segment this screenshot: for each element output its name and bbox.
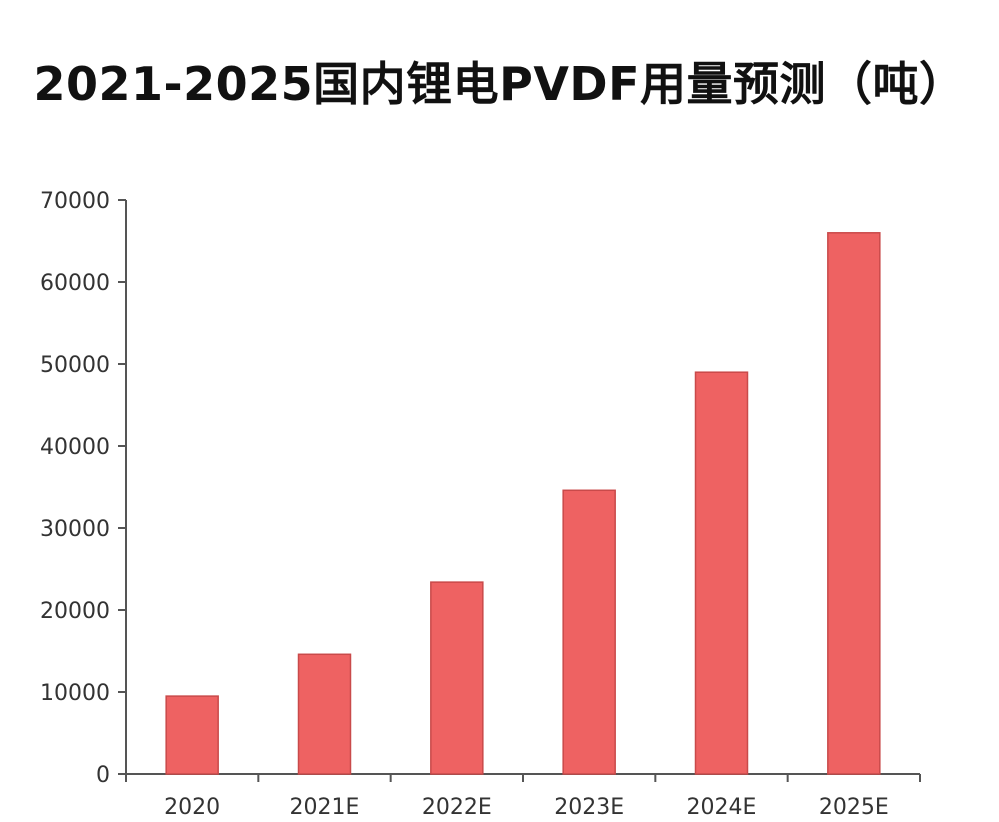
- y-axis: 0 10000 20000 30000 40000 50000 60000 70000: [40, 189, 127, 788]
- bar-2023E: [562, 489, 616, 775]
- x-axis: [125, 773, 921, 782]
- x-tick-label: 2021E: [290, 795, 360, 820]
- y-tick-label: 30000: [40, 517, 110, 542]
- y-tick-label: 50000: [40, 353, 110, 378]
- x-tick-label: 2024E: [687, 795, 757, 820]
- y-tick-label: 70000: [40, 189, 110, 214]
- bar-2022E: [430, 581, 484, 775]
- bar-2024E: [694, 371, 749, 775]
- y-tick-label: 20000: [40, 599, 110, 624]
- x-tick-label: 2020: [164, 795, 220, 820]
- y-tick-label: 10000: [40, 681, 110, 706]
- bars: [165, 232, 881, 775]
- bar-2020: [165, 695, 219, 775]
- chart-title: 2021-2025国内锂电PVDF用量预测（吨）: [33, 57, 966, 111]
- y-tick-label: 40000: [40, 435, 110, 460]
- bar-2021E: [297, 653, 352, 775]
- x-tick-label: 2022E: [422, 795, 492, 820]
- category-labels: 2020 2021E 2022E 2023E 2024E 2025E: [164, 795, 889, 820]
- x-tick-label: 2023E: [554, 795, 624, 820]
- bar-2025E: [827, 232, 881, 775]
- y-tick-label: 0: [96, 763, 110, 788]
- y-tick-label: 60000: [40, 271, 110, 296]
- x-tick-label: 2025E: [819, 795, 889, 820]
